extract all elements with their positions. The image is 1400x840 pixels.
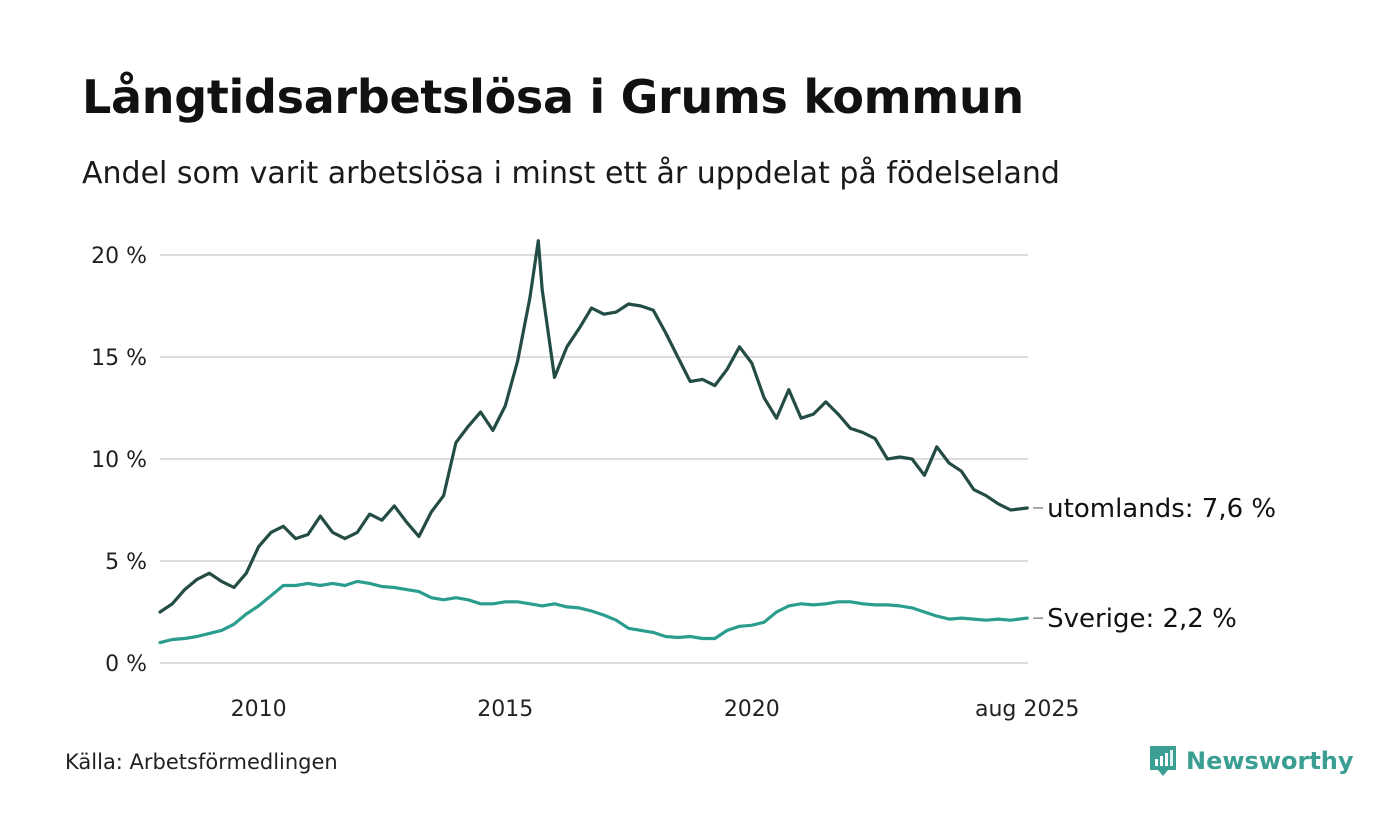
series-line-utomlands xyxy=(158,239,1029,614)
chart-title: Långtidsarbetslösa i Grums kommun xyxy=(82,70,1024,124)
y-tick-label: 0 % xyxy=(105,652,147,677)
y-tick-label: 20 % xyxy=(91,244,147,269)
x-tick-label: 2010 xyxy=(231,697,287,722)
brand-name: Newsworthy xyxy=(1186,747,1354,775)
line-chart: 0 % 5 % 10 % 15 % 20 % 2010 2015 2020 aug 2025 ut… xyxy=(91,239,1276,722)
series-line-sverige xyxy=(158,579,1029,645)
brand-logo: Newsworthy xyxy=(1148,744,1354,778)
newsworthy-logo-icon xyxy=(1150,746,1176,776)
source-note: Källa: Arbetsförmedlingen xyxy=(65,750,338,774)
y-tick-label: 15 % xyxy=(91,346,147,371)
y-tick-label: 5 % xyxy=(105,550,147,575)
y-tick-label: 10 % xyxy=(91,448,147,473)
x-tick-label: 2020 xyxy=(724,697,780,722)
x-tick-label: 2015 xyxy=(477,697,533,722)
end-label-utomlands: utomlands: 7,6 % xyxy=(1047,494,1276,524)
x-tick-label: aug 2025 xyxy=(975,697,1079,722)
end-label-sverige: Sverige: 2,2 % xyxy=(1047,604,1237,634)
chart-subtitle: Andel som varit arbetslösa i minst ett å… xyxy=(82,156,1060,191)
